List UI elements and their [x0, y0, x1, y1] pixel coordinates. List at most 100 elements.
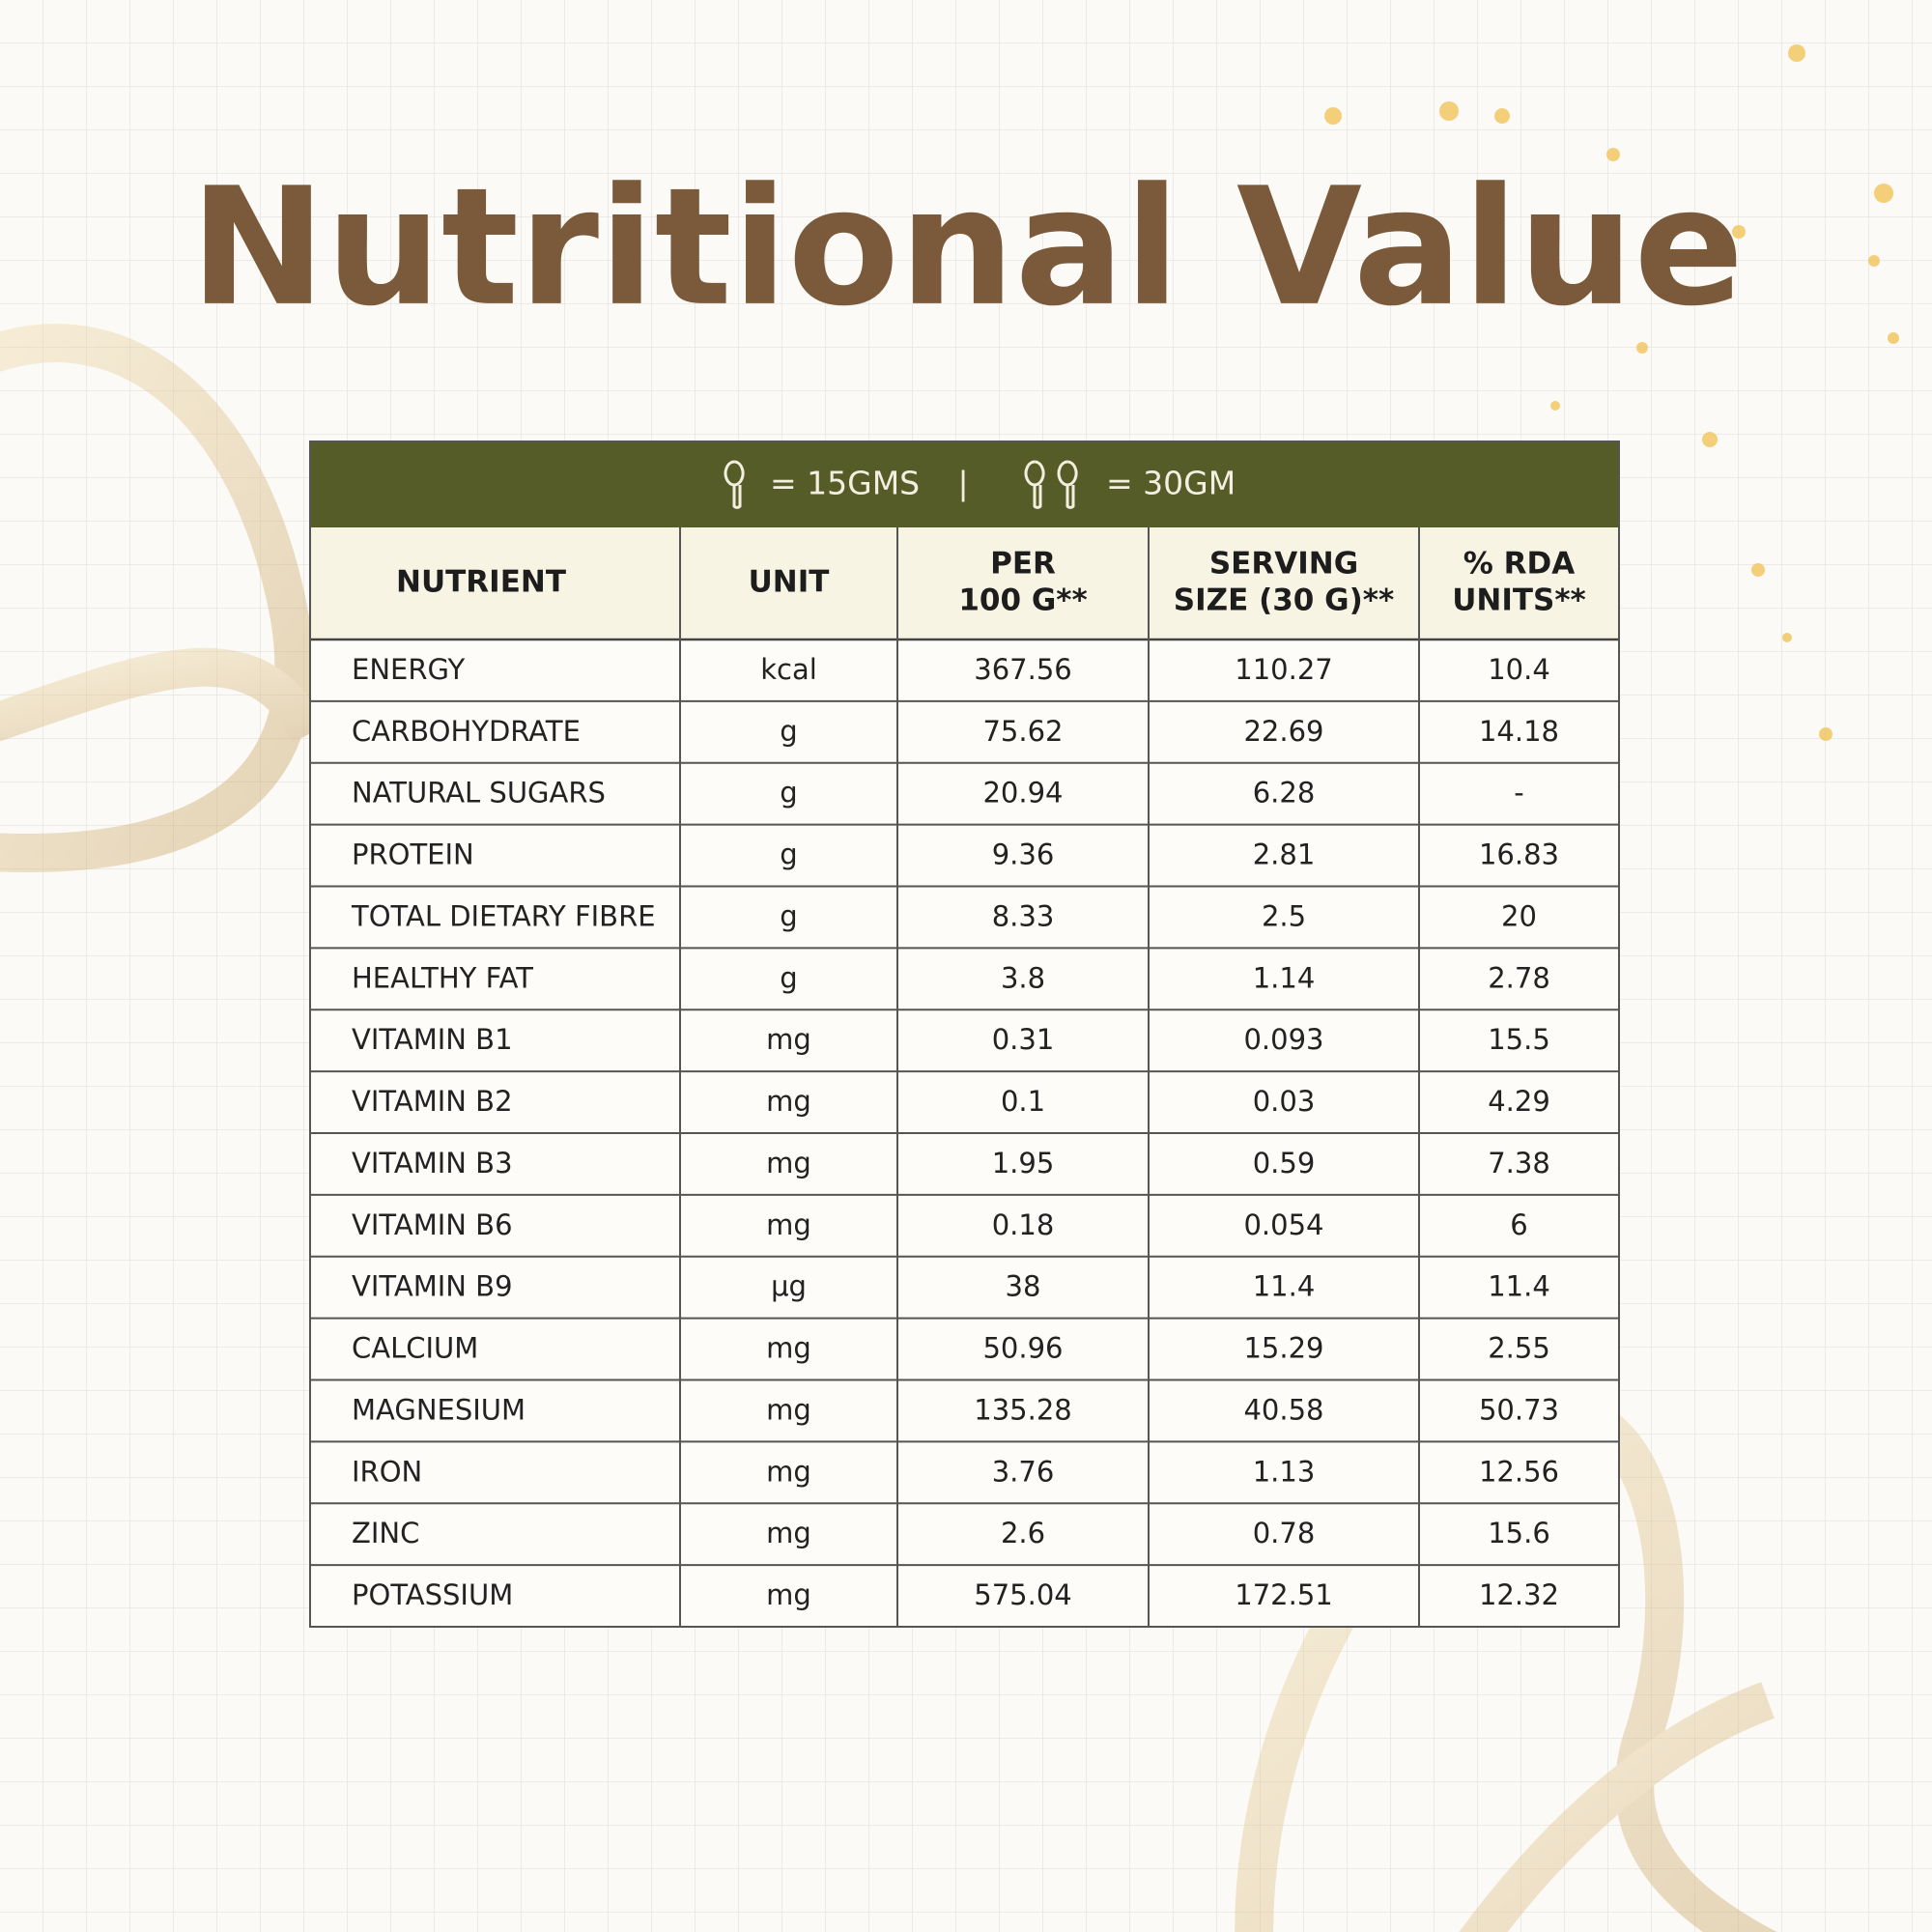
nutrient-name: POTASSIUM: [352, 1578, 513, 1611]
cell-value: mg: [766, 1578, 811, 1611]
nutrient-name: NATURAL SUGARS: [352, 777, 606, 810]
cell-value: mg: [766, 1147, 811, 1179]
cell-value: mg: [766, 1085, 811, 1118]
cell-value: 50.73: [1479, 1393, 1559, 1426]
column-header: UNIT: [749, 565, 830, 600]
cell-value: g: [780, 899, 797, 932]
nutrient-name: ENERGY: [352, 653, 466, 686]
cell-value: 0.093: [1243, 1023, 1323, 1056]
nutrient-name: VITAMIN B9: [352, 1270, 513, 1303]
cell-value: 367.56: [974, 653, 1071, 686]
cell-value: 2.5: [1262, 899, 1306, 932]
nutrient-name: VITAMIN B3: [352, 1147, 513, 1179]
cell-value: 2.81: [1253, 838, 1316, 871]
dna-decoration: [0, 324, 1777, 1932]
cell-value: mg: [766, 1208, 811, 1241]
cell-value: µg: [771, 1270, 807, 1303]
cell-value: 3.76: [992, 1455, 1055, 1488]
nutrient-name: VITAMIN B1: [352, 1023, 513, 1056]
cell-value: 38: [1006, 1270, 1041, 1303]
cell-value: 11.4: [1253, 1270, 1316, 1303]
cell-value: 0.59: [1253, 1147, 1316, 1179]
cell-value: 15.6: [1488, 1517, 1550, 1549]
cell-value: 110.27: [1235, 653, 1332, 686]
cell-value: 1.13: [1253, 1455, 1316, 1488]
cell-value: 4.29: [1488, 1085, 1550, 1118]
cell-value: kcal: [760, 653, 817, 686]
sparkles: [1324, 44, 1899, 741]
cell-value: 0.31: [992, 1023, 1055, 1056]
nutrient-name: CALCIUM: [352, 1332, 478, 1365]
spoon-icons: [724, 460, 1078, 509]
nutrient-name: HEALTHY FAT: [352, 961, 533, 994]
cell-value: 6.28: [1253, 777, 1316, 810]
cell-value: mg: [766, 1332, 811, 1365]
cell-value: 1.14: [1253, 961, 1316, 994]
cell-value: 7.38: [1488, 1147, 1550, 1179]
cell-value: 20.94: [982, 777, 1063, 810]
cell-value: 8.33: [992, 899, 1055, 932]
cell-value: mg: [766, 1393, 811, 1426]
column-header: PER: [990, 547, 1056, 582]
cell-value: 20: [1501, 899, 1537, 932]
cell-value: 40.58: [1243, 1393, 1323, 1426]
cell-value: 6: [1510, 1208, 1527, 1241]
title: Nutritional Value: [190, 153, 1745, 342]
cell-value: 2.55: [1488, 1332, 1550, 1365]
table-border: [309, 440, 1620, 1628]
cell-value: 12.32: [1479, 1578, 1559, 1611]
cell-value: 0.18: [992, 1208, 1055, 1241]
cell-value: 3.8: [1001, 961, 1045, 994]
cell-value: 9.36: [992, 838, 1055, 871]
cell-value: 0.78: [1253, 1517, 1316, 1549]
cell-value: 14.18: [1479, 715, 1559, 748]
nutrient-name: PROTEIN: [352, 838, 474, 871]
cell-value: mg: [766, 1455, 811, 1488]
nutrient-name: MAGNESIUM: [352, 1393, 526, 1426]
legend-single: = 15GMS: [770, 465, 920, 502]
nutrient-name: TOTAL DIETARY FIBRE: [351, 899, 656, 932]
legend-separator: |: [957, 465, 968, 502]
cell-value: mg: [766, 1517, 811, 1549]
cell-value: 12.56: [1479, 1455, 1559, 1488]
cell-value: g: [780, 961, 797, 994]
cell-value: g: [780, 715, 797, 748]
cell-value: 75.62: [982, 715, 1063, 748]
header-row-bg: [310, 527, 1619, 639]
legend-bar: [310, 441, 1619, 527]
cell-value: 135.28: [974, 1393, 1071, 1426]
column-header: NUTRIENT: [396, 565, 566, 600]
cell-value: 50.96: [982, 1332, 1063, 1365]
cell-value: 1.95: [992, 1147, 1055, 1179]
nutrient-name: CARBOHYDRATE: [352, 715, 581, 748]
cell-value: 16.83: [1479, 838, 1559, 871]
cell-value: 22.69: [1243, 715, 1323, 748]
column-header: SIZE (30 G)**: [1174, 583, 1394, 618]
nutrient-name: VITAMIN B6: [352, 1208, 513, 1241]
cell-value: 172.51: [1235, 1578, 1332, 1611]
cell-value: 0.03: [1253, 1085, 1316, 1118]
cell-value: g: [780, 838, 797, 871]
legend-double: = 30GM: [1106, 465, 1236, 502]
column-header: 100 G**: [958, 583, 1087, 618]
cell-value: 15.29: [1243, 1332, 1323, 1365]
cell-value: 2.6: [1001, 1517, 1045, 1549]
cell-value: 0.1: [1001, 1085, 1045, 1118]
column-header: % RDA: [1463, 547, 1575, 582]
cell-value: 15.5: [1488, 1023, 1550, 1056]
cell-value: mg: [766, 1023, 811, 1056]
nutrient-name: ZINC: [352, 1517, 419, 1549]
cell-value: 0.054: [1243, 1208, 1323, 1241]
column-header: SERVING: [1209, 547, 1358, 582]
cell-value: g: [780, 777, 797, 810]
cell-value: 2.78: [1488, 961, 1550, 994]
column-header: UNITS**: [1452, 583, 1586, 618]
cell-value: -: [1514, 777, 1523, 810]
cell-value: 10.4: [1488, 653, 1550, 686]
nutrient-name: IRON: [352, 1455, 422, 1488]
cell-value: 575.04: [974, 1578, 1071, 1611]
cell-value: 11.4: [1488, 1270, 1550, 1303]
